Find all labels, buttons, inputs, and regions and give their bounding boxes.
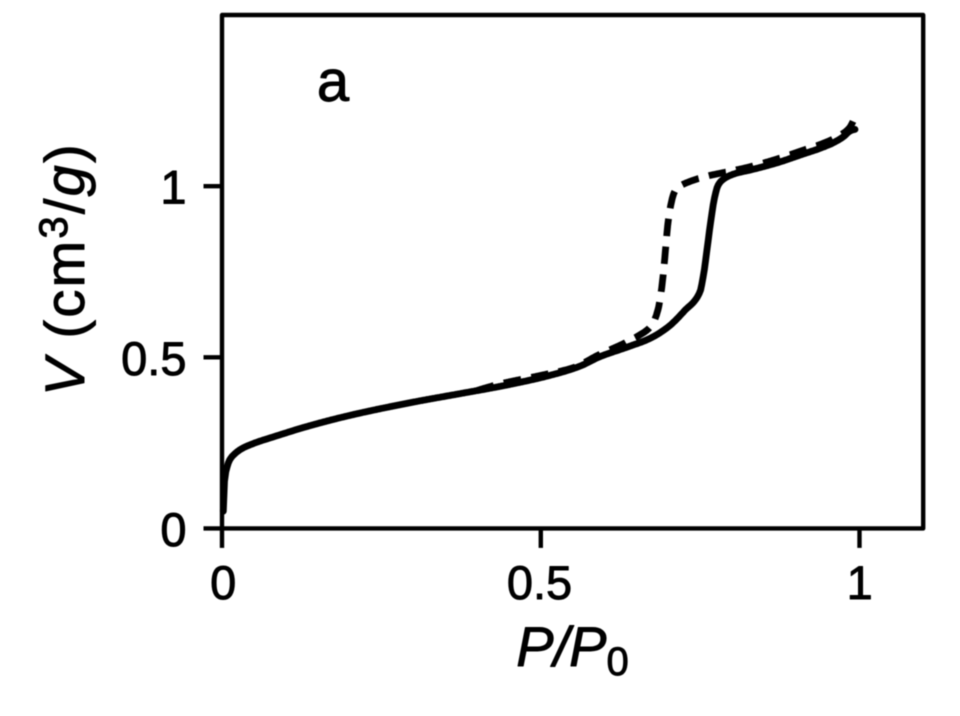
svg-text:V (cm3/g): V (cm3/g): [32, 142, 96, 396]
svg-text:0: 0: [160, 503, 186, 556]
svg-text:0.5: 0.5: [507, 556, 572, 609]
svg-text:0.5: 0.5: [121, 332, 186, 385]
svg-text:1: 1: [160, 161, 186, 214]
svg-text:1: 1: [847, 556, 873, 609]
svg-text:a: a: [317, 49, 350, 114]
svg-text:0: 0: [210, 556, 236, 609]
